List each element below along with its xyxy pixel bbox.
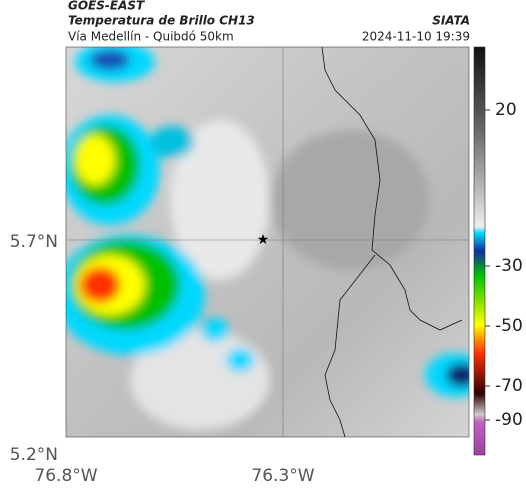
- lon-label: 76.8°W: [34, 466, 97, 486]
- svg-text:★: ★: [257, 232, 270, 248]
- colorbar-label: -70: [495, 376, 523, 396]
- lon-label: 76.3°W: [251, 466, 314, 486]
- colorbar-label: -90: [495, 410, 523, 430]
- lat-label: 5.2°N: [10, 445, 58, 465]
- title: Temperatura de Brillo CH13: [68, 14, 255, 28]
- source: GOES-EAST: [68, 0, 145, 13]
- lat-label: 5.7°N: [10, 232, 58, 252]
- colorbar-label: 20: [495, 100, 517, 120]
- colorbar: [473, 46, 486, 456]
- agency: SIATA: [432, 14, 470, 28]
- satellite-image: ★: [66, 47, 469, 437]
- colorbar-label: -50: [495, 316, 523, 336]
- datetime: 2024-11-10 19:39: [362, 30, 470, 44]
- colorbar-label: -30: [495, 256, 523, 276]
- subtitle: Vía Medellín - Quibdó 50km: [68, 30, 234, 44]
